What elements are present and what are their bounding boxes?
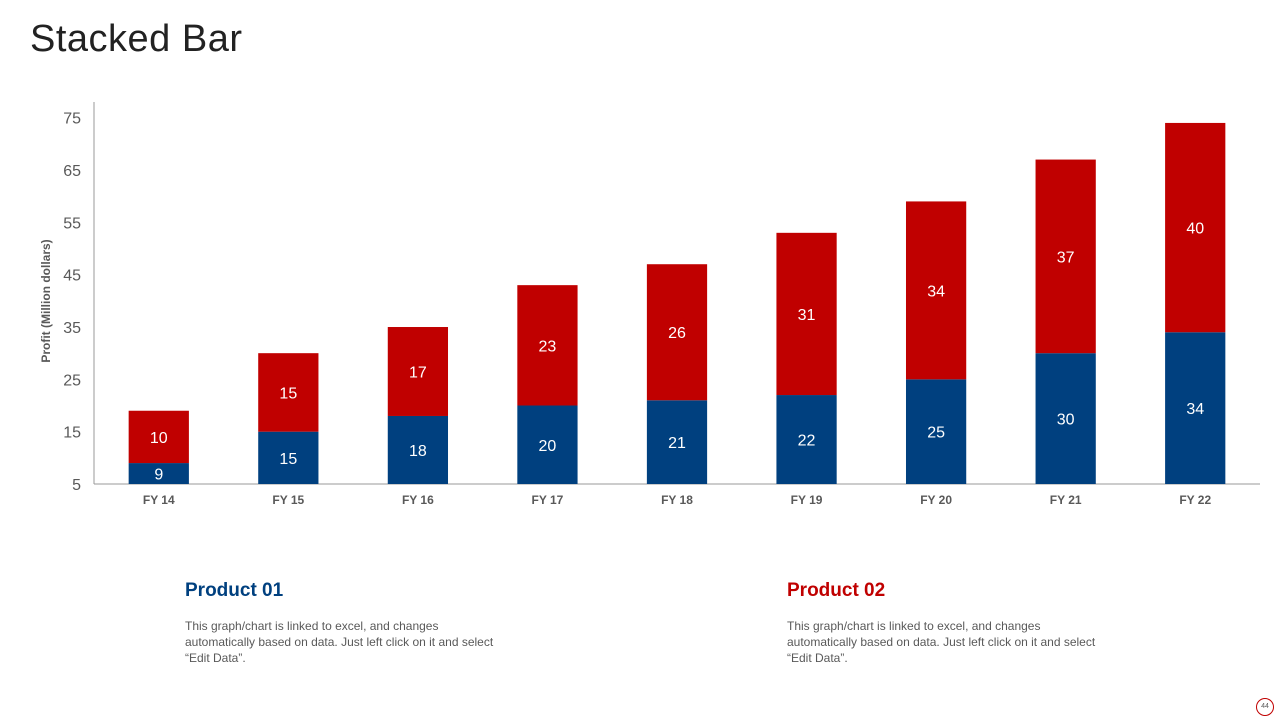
bar-product-01 — [387, 415, 449, 484]
y-tick-label: 65 — [63, 163, 81, 180]
y-tick-label: 5 — [72, 477, 81, 494]
x-tick-label: FY 17 — [532, 493, 564, 507]
page-title: Stacked Bar — [30, 18, 243, 60]
x-tick-label: FY 16 — [402, 493, 434, 507]
bar-product-02 — [1165, 122, 1226, 333]
data-label: 37 — [1057, 249, 1075, 266]
y-tick-label: 25 — [63, 372, 81, 389]
legend-product-02: Product 02 This graph/chart is linked to… — [787, 580, 1107, 666]
x-tick-label: FY 14 — [143, 493, 175, 507]
y-tick-label: 55 — [63, 215, 81, 232]
bar-product-02 — [646, 264, 708, 401]
data-label: 30 — [1057, 412, 1075, 429]
x-tick-label: FY 15 — [272, 493, 304, 507]
bar-product-01 — [1035, 353, 1096, 484]
legend-product-01: Product 01 This graph/chart is linked to… — [185, 580, 505, 666]
page-number: 44 — [1256, 698, 1274, 716]
legend-product-02-desc: This graph/chart is linked to excel, and… — [787, 619, 1096, 665]
bar-product-02 — [258, 353, 319, 432]
data-label: 15 — [279, 451, 297, 468]
legend-product-01-title: Product 01 — [185, 580, 284, 601]
bar-product-01 — [517, 405, 578, 484]
data-label: 20 — [539, 438, 557, 455]
bar-product-01 — [1165, 332, 1226, 484]
bar-product-02 — [128, 410, 189, 464]
data-label: 23 — [539, 338, 557, 355]
y-tick-label: 15 — [63, 425, 81, 442]
data-label: 10 — [150, 430, 168, 447]
x-tick-label: FY 22 — [1179, 493, 1211, 507]
stacked-bar-chart: 5 15 25 35 45 55 65 75 Profit (Million dollars) 9… — [39, 102, 1260, 507]
legend-product-02-title: Product 02 — [787, 580, 886, 601]
data-label: 26 — [668, 325, 686, 342]
data-label: 18 — [409, 443, 427, 460]
bar-product-02 — [387, 327, 449, 416]
x-tick-label: FY 19 — [791, 493, 823, 507]
data-label: 15 — [279, 385, 297, 402]
bar-product-01 — [128, 463, 189, 484]
bar-product-01 — [905, 379, 967, 484]
bar-product-02 — [905, 201, 967, 380]
data-label: 22 — [798, 433, 816, 450]
bar-product-01 — [258, 431, 319, 484]
x-tick-label: FY 21 — [1050, 493, 1082, 507]
data-label: 34 — [1186, 401, 1204, 418]
bar-product-01 — [646, 400, 708, 484]
y-axis-title: Profit (Million dollars) — [39, 239, 53, 362]
x-tick-label: FY 18 — [661, 493, 693, 507]
data-label: 25 — [927, 425, 945, 442]
y-tick-label: 35 — [63, 320, 81, 337]
y-tick-label: 75 — [63, 111, 81, 128]
data-label: 40 — [1186, 221, 1204, 238]
bar-product-02 — [517, 285, 578, 406]
data-label: 34 — [927, 283, 945, 300]
bar-product-02 — [776, 232, 837, 396]
data-label: 9 — [154, 467, 163, 484]
bar-product-02 — [1035, 159, 1096, 354]
y-tick-label: 45 — [63, 268, 81, 285]
legend-product-01-desc: This graph/chart is linked to excel, and… — [185, 619, 494, 665]
x-tick-label: FY 20 — [920, 493, 952, 507]
data-label: 17 — [409, 364, 427, 381]
data-label: 21 — [668, 435, 686, 452]
bar-product-01 — [776, 395, 837, 484]
data-label: 31 — [798, 307, 816, 324]
